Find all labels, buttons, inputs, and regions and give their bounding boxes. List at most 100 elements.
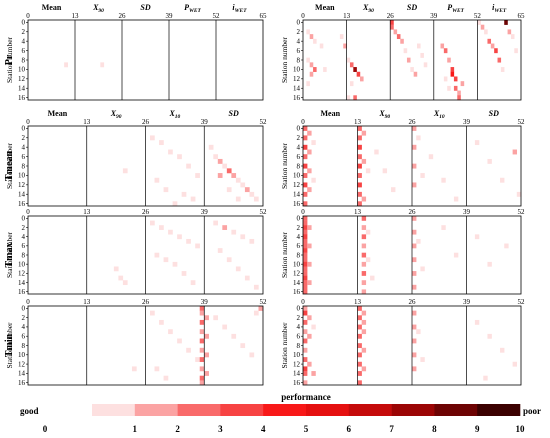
heatmap-cell xyxy=(447,57,451,63)
x-tick-label: 13 xyxy=(72,12,80,20)
y-tick-label: 2 xyxy=(297,314,301,322)
heatmap-cell xyxy=(303,216,308,221)
heatmap-cell xyxy=(222,225,228,230)
heatmap-cell xyxy=(253,196,259,202)
x-tick-label: 13 xyxy=(354,208,362,216)
heatmap-cell xyxy=(412,216,417,221)
heatmap-cell xyxy=(480,24,485,30)
heatmap-cell xyxy=(235,196,241,202)
x-tick-label: 26 xyxy=(142,118,150,126)
heatmap-cell xyxy=(235,266,241,272)
heatmap-cell xyxy=(412,163,417,169)
heatmap-cell xyxy=(483,375,488,381)
heatmap-cell xyxy=(307,361,312,367)
x-tick-label: 26 xyxy=(142,208,150,216)
y-tick-label: 14 xyxy=(18,191,26,199)
heatmap-cell xyxy=(420,52,424,58)
heatmap-cell xyxy=(311,371,316,376)
metric-header: SD xyxy=(407,3,417,12)
heatmap-cell xyxy=(303,234,308,240)
heatmap-cell xyxy=(303,238,308,244)
y-tick-label: 4 xyxy=(22,37,26,45)
heatmap-cell xyxy=(168,329,173,335)
heatmap-cell xyxy=(500,347,505,353)
y-tick-label: 2 xyxy=(297,224,301,232)
heatmap-cell xyxy=(159,225,164,230)
heatmap-cell xyxy=(199,338,205,344)
heatmap-cell xyxy=(163,257,169,263)
y-tick-label: 16 xyxy=(293,288,301,296)
heatmap-cell xyxy=(231,173,237,178)
y-tick-label: 0 xyxy=(22,19,26,27)
heatmap-cell xyxy=(195,173,200,178)
heatmap-cell xyxy=(420,357,425,362)
heatmap-cell xyxy=(349,62,354,68)
heatmap-cell xyxy=(357,144,362,150)
y-tick-label: 6 xyxy=(297,242,301,250)
heatmap-cell xyxy=(420,266,425,272)
heatmap-cell xyxy=(360,76,364,82)
heatmap-cell xyxy=(412,271,417,276)
heatmap-cell xyxy=(226,257,232,263)
heatmap-cell xyxy=(487,158,492,164)
heatmap-cell xyxy=(307,333,312,339)
y-tick-label: 10 xyxy=(293,172,301,180)
heatmap-cell xyxy=(365,229,371,235)
heatmap-cell xyxy=(303,225,308,230)
heatmap-cell xyxy=(231,229,237,235)
heatmap-cell xyxy=(307,225,312,230)
heatmap-cell xyxy=(412,182,417,188)
heatmap-cell xyxy=(311,140,316,146)
heatmap-cell xyxy=(253,284,259,290)
heatmap-cell xyxy=(357,380,362,386)
heatmap-cell xyxy=(222,163,228,169)
y-tick-label: 6 xyxy=(297,153,301,161)
y-tick-label: 12 xyxy=(293,360,301,368)
y-tick-label: 16 xyxy=(293,94,301,102)
heatmap-cell xyxy=(150,135,155,141)
heatmap-cell xyxy=(343,43,347,49)
heatmap-cell xyxy=(303,284,308,290)
heatmap-cell xyxy=(303,144,308,150)
heatmap-cell xyxy=(122,168,128,174)
heatmap-cell xyxy=(226,168,232,174)
heatmap-cell xyxy=(253,310,259,316)
heatmap-cell xyxy=(357,163,362,169)
colorbar-tick-label: 9 xyxy=(475,424,480,434)
heatmap-cell xyxy=(303,220,308,226)
y-tick-label: 0 xyxy=(22,215,26,223)
heatmap-cell xyxy=(357,191,362,197)
heatmap-cell xyxy=(307,187,312,193)
panel-frame xyxy=(302,19,522,101)
y-axis-label: Station number xyxy=(280,231,289,278)
y-tick-label: 4 xyxy=(297,323,301,331)
x-tick-label: 52 xyxy=(213,12,221,20)
heatmap-cell xyxy=(490,43,495,49)
heatmap-cell xyxy=(361,329,367,335)
heatmap-cell xyxy=(453,196,459,202)
metric-header: X90 xyxy=(378,109,390,120)
heatmap-cell xyxy=(423,62,428,68)
y-axis-label: Station number xyxy=(280,142,289,189)
metric-header: X90 xyxy=(362,3,374,14)
heatmap-cell xyxy=(487,261,492,267)
heatmap-cell xyxy=(199,306,205,311)
y-tick-label: 10 xyxy=(293,66,301,74)
metric-header: X10 xyxy=(168,109,180,120)
y-tick-label: 14 xyxy=(293,279,301,287)
heatmap-cell xyxy=(122,280,128,286)
y-tick-label: 8 xyxy=(22,162,26,170)
x-tick-label: 13 xyxy=(83,208,91,216)
y-tick-label: 6 xyxy=(297,47,301,55)
heatmap-cell xyxy=(361,130,367,136)
heatmap-cell xyxy=(244,187,250,193)
x-tick-label: 26 xyxy=(409,118,417,126)
heatmap-cell xyxy=(365,257,371,263)
y-tick-label: 16 xyxy=(293,200,301,208)
colorbar-swatch xyxy=(177,404,221,416)
heatmap-cell xyxy=(309,34,314,40)
heatmap-cell xyxy=(460,81,465,87)
heatmap-cell xyxy=(443,48,448,54)
y-tick-label: 12 xyxy=(293,181,301,189)
heatmap-cell xyxy=(357,315,362,321)
